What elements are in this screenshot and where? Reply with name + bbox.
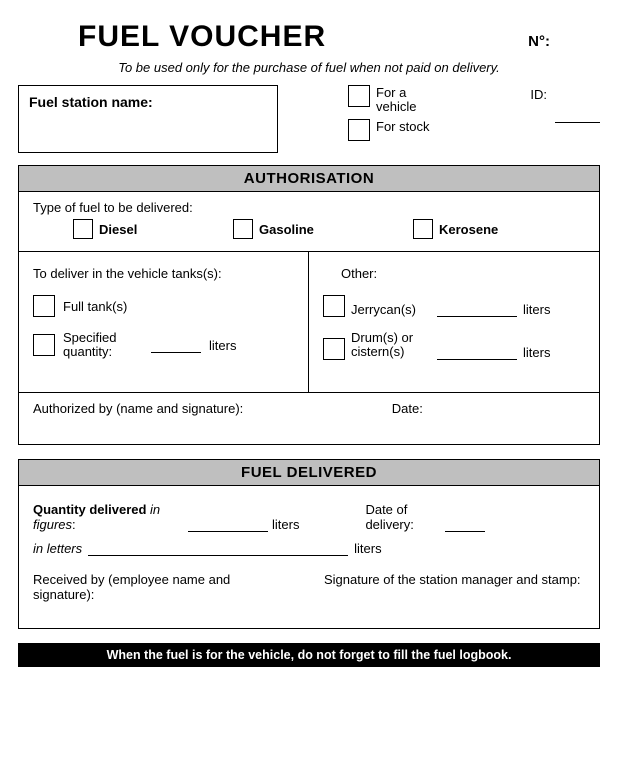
station-signature-label: Signature of the station manager and sta… bbox=[324, 572, 585, 602]
checkbox-diesel[interactable] bbox=[73, 219, 93, 239]
drum-qty-field[interactable] bbox=[437, 344, 517, 360]
fuel-type-label: Type of fuel to be delivered: bbox=[33, 200, 585, 215]
authorized-by-label: Authorized by (name and signature): bbox=[33, 401, 392, 416]
unit-liters-4: liters bbox=[272, 517, 299, 532]
label-jerrycan: Jerrycan(s) bbox=[351, 303, 431, 317]
label-diesel: Diesel bbox=[99, 222, 137, 237]
in-letters-label: in letters bbox=[33, 541, 82, 556]
deliver-vehicle-label: To deliver in the vehicle tanks(s): bbox=[33, 266, 294, 281]
delivered-heading: FUEL DELIVERED bbox=[19, 460, 599, 486]
delivered-section: FUEL DELIVERED Quantity delivered in fig… bbox=[18, 459, 600, 629]
label-for-stock: For stock bbox=[376, 119, 431, 134]
checkbox-specified-qty[interactable] bbox=[33, 334, 55, 356]
unit-liters-2: liters bbox=[523, 302, 550, 317]
label-full-tank: Full tank(s) bbox=[63, 299, 127, 314]
label-kerosene: Kerosene bbox=[439, 222, 498, 237]
subtitle: To be used only for the purchase of fuel… bbox=[18, 60, 600, 75]
checkbox-for-stock[interactable] bbox=[348, 119, 370, 141]
label-gasoline: Gasoline bbox=[259, 222, 314, 237]
unit-liters-1: liters bbox=[209, 338, 236, 353]
qty-figures-field[interactable] bbox=[188, 516, 268, 532]
checkbox-jerrycan[interactable] bbox=[323, 295, 345, 317]
checkbox-gasoline[interactable] bbox=[233, 219, 253, 239]
qty-delivered-label: Quantity delivered in figures: bbox=[33, 502, 188, 532]
checkbox-kerosene[interactable] bbox=[413, 219, 433, 239]
id-field[interactable] bbox=[555, 105, 600, 123]
label-drum: Drum(s) or cistern(s) bbox=[351, 331, 431, 360]
delivery-date-field[interactable] bbox=[445, 516, 485, 532]
voucher-number-label: N°: bbox=[528, 33, 550, 50]
authorisation-heading: AUTHORISATION bbox=[19, 166, 599, 192]
label-specified-qty: Specified quantity: bbox=[63, 331, 143, 360]
authorisation-section: AUTHORISATION Type of fuel to be deliver… bbox=[18, 165, 600, 445]
specified-qty-field[interactable] bbox=[151, 337, 201, 353]
id-label: ID: bbox=[530, 87, 547, 102]
station-name-box[interactable]: Fuel station name: bbox=[18, 85, 278, 153]
auth-date-label: Date: bbox=[392, 401, 585, 416]
received-by-label: Received by (employee name and signature… bbox=[33, 572, 294, 602]
checkbox-drum[interactable] bbox=[323, 338, 345, 360]
qty-letters-field[interactable] bbox=[88, 540, 348, 556]
unit-liters-5: liters bbox=[354, 541, 381, 556]
other-label: Other: bbox=[323, 266, 585, 281]
label-for-vehicle: For a vehicle bbox=[376, 85, 431, 115]
checkbox-for-vehicle[interactable] bbox=[348, 85, 370, 107]
unit-liters-3: liters bbox=[523, 345, 550, 360]
footer-note: When the fuel is for the vehicle, do not… bbox=[18, 643, 600, 667]
jerrycan-qty-field[interactable] bbox=[437, 301, 517, 317]
checkbox-full-tank[interactable] bbox=[33, 295, 55, 317]
station-name-label: Fuel station name: bbox=[29, 94, 267, 110]
delivery-date-label: Date of delivery: bbox=[365, 502, 435, 532]
page-title: FUEL VOUCHER bbox=[78, 20, 326, 54]
